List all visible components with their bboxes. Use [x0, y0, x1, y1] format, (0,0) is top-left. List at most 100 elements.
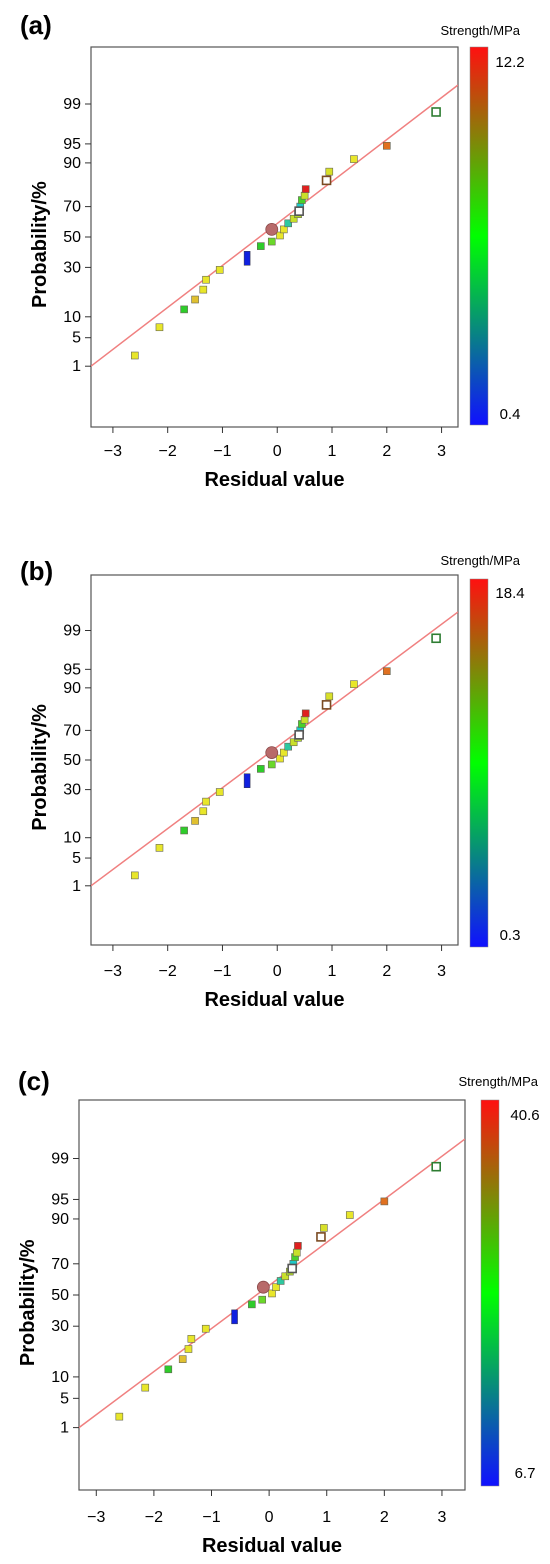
y-tick-label: 1 — [72, 358, 81, 375]
data-point — [431, 1161, 441, 1172]
y-tick-label: 70 — [51, 1256, 69, 1273]
data-point — [431, 107, 441, 117]
data-point — [191, 295, 199, 304]
colorbar-min-label: 0.3 — [500, 927, 521, 944]
y-tick-label: 90 — [63, 155, 81, 172]
data-point — [284, 742, 292, 751]
data-point — [131, 871, 139, 880]
data-point — [258, 1295, 267, 1304]
data-point — [191, 817, 199, 825]
x-tick-label: −2 — [159, 443, 177, 460]
data-point — [178, 1355, 187, 1363]
y-tick-label: 1 — [72, 878, 81, 895]
data-point — [280, 748, 288, 757]
data-point — [215, 266, 224, 274]
y-tick-label: 90 — [51, 1211, 69, 1228]
y-tick-label: 99 — [51, 1151, 69, 1168]
data-point — [202, 275, 210, 284]
x-tick-label: −2 — [145, 1509, 163, 1526]
data-point — [231, 1309, 238, 1325]
data-point — [289, 214, 298, 223]
colorbar-max-label: 12.2 — [495, 54, 524, 71]
x-tick-label: 3 — [437, 963, 446, 980]
data-point — [350, 680, 358, 688]
colorbar — [469, 46, 489, 426]
x-tick-label: −3 — [104, 443, 122, 460]
data-point — [431, 633, 441, 644]
data-point — [300, 191, 309, 200]
x-tick-label: 0 — [265, 1509, 274, 1526]
y-tick-label: 90 — [63, 680, 81, 697]
data-point — [257, 242, 265, 250]
y-tick-label: 5 — [72, 330, 81, 347]
x-tick-label: 2 — [380, 1509, 389, 1526]
x-tick-label: 1 — [328, 443, 337, 460]
colorbar — [469, 578, 489, 948]
x-axis-title: Residual value — [204, 989, 344, 1011]
x-tick-label: −1 — [202, 1509, 220, 1526]
colorbar-min-label: 6.7 — [515, 1465, 536, 1482]
y-tick-label: 70 — [63, 722, 81, 739]
data-point — [276, 231, 284, 240]
x-tick-label: −3 — [87, 1509, 105, 1526]
data-point — [201, 1324, 210, 1333]
data-point — [215, 788, 224, 796]
y-tick-label: 99 — [63, 96, 81, 113]
data-point — [164, 1365, 173, 1374]
data-point — [284, 219, 292, 228]
data-point — [257, 765, 265, 773]
y-tick-label: 30 — [63, 782, 81, 799]
data-point — [243, 251, 251, 266]
x-tick-label: 2 — [382, 443, 391, 460]
data-point — [325, 692, 334, 701]
x-axis-title: Residual value — [202, 1535, 342, 1557]
data-point — [321, 700, 332, 710]
x-tick-label: 2 — [382, 963, 391, 980]
colorbar-max-label: 18.4 — [495, 585, 524, 602]
fit-line — [79, 1138, 465, 1429]
y-tick-label: 5 — [60, 1390, 69, 1407]
data-point — [380, 1197, 389, 1206]
y-tick-label: 10 — [63, 830, 81, 847]
y-tick-label: 30 — [51, 1318, 69, 1335]
y-tick-label: 50 — [63, 229, 81, 246]
data-point — [294, 206, 304, 216]
y-tick-label: 70 — [63, 199, 81, 216]
y-axis-title: Probability/% — [17, 1239, 39, 1366]
data-point — [316, 1232, 326, 1242]
x-tick-label: 3 — [437, 443, 446, 460]
y-tick-label: 50 — [51, 1287, 69, 1304]
x-tick-label: 0 — [273, 443, 282, 460]
colorbar-title: Strength/MPa — [441, 553, 521, 568]
data-point — [276, 1277, 285, 1285]
data-point — [289, 738, 298, 747]
plot-frame — [90, 46, 459, 428]
x-tick-label: −2 — [159, 963, 177, 980]
data-point — [320, 1224, 328, 1232]
y-axis-title: Probability/% — [29, 181, 51, 308]
colorbar-min-label: 0.4 — [500, 406, 521, 423]
data-point — [292, 1248, 301, 1257]
x-axis-title: Residual value — [204, 469, 344, 491]
data-point — [202, 797, 210, 806]
data-point — [115, 1412, 124, 1421]
chart-panel-b: (b) −3 −2 −1 0 1 2 3 1 5 10 30 50 70 90 95 99 Residual va… — [20, 553, 525, 1011]
y-tick-label: 95 — [51, 1191, 69, 1208]
data-point — [267, 237, 276, 246]
data-point — [265, 222, 279, 236]
data-point — [294, 1242, 302, 1250]
data-point — [321, 175, 332, 186]
data-point — [184, 1345, 193, 1353]
data-point — [382, 667, 391, 676]
data-point — [350, 155, 358, 163]
data-point — [141, 1383, 150, 1392]
colorbar-title: Strength/MPa — [459, 1074, 539, 1089]
y-tick-label: 10 — [51, 1369, 69, 1386]
data-point — [265, 746, 279, 759]
x-tick-label: −1 — [213, 443, 231, 460]
panel-label: (a) — [20, 10, 52, 40]
x-tick-label: 1 — [328, 963, 337, 980]
data-point — [276, 754, 284, 763]
plot-frame — [90, 574, 459, 946]
data-point — [131, 351, 139, 360]
